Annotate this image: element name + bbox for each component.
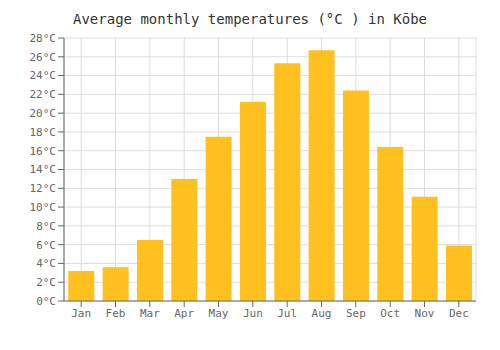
svg-text:Dec: Dec [449, 307, 469, 320]
html-text:Average monthly temperatures (: Average monthly temperatures (°C ) in Kō… [73, 11, 427, 27]
svg-text:4°C: 4°C [36, 257, 56, 270]
svg-text:14°C: 14°C [30, 163, 57, 176]
svg-text:26°C: 26°C [30, 51, 57, 64]
svg-text:Sep: Sep [346, 307, 366, 320]
svg-text:Oct: Oct [380, 307, 400, 320]
svg-text:28°C: 28°C [30, 32, 57, 45]
svg-text:18°C: 18°C [30, 126, 57, 139]
svg-text:6°C: 6°C [36, 239, 56, 252]
svg-text:0°C: 0°C [36, 295, 56, 308]
svg-text:Nov: Nov [415, 307, 435, 320]
svg-text:2°C: 2°C [36, 276, 56, 289]
svg-text:Jan: Jan [71, 307, 91, 320]
svg-text:12°C: 12°C [30, 182, 57, 195]
svg-text:16°C: 16°C [30, 145, 57, 158]
svg-text:Apr: Apr [174, 307, 194, 320]
svg-text:24°C: 24°C [30, 69, 57, 82]
svg-text:Aug: Aug [312, 307, 332, 320]
svg-text:Feb: Feb [106, 307, 126, 320]
svg-text:10°C: 10°C [30, 201, 57, 214]
svg-text:22°C: 22°C [30, 88, 57, 101]
svg-text:May: May [209, 307, 229, 320]
svg-text:8°C: 8°C [36, 220, 56, 233]
svg-text:Jul: Jul [277, 307, 297, 320]
svg-text:20°C: 20°C [30, 107, 57, 120]
svg-text:Jun: Jun [243, 307, 263, 320]
svg-text:Mar: Mar [140, 307, 160, 320]
